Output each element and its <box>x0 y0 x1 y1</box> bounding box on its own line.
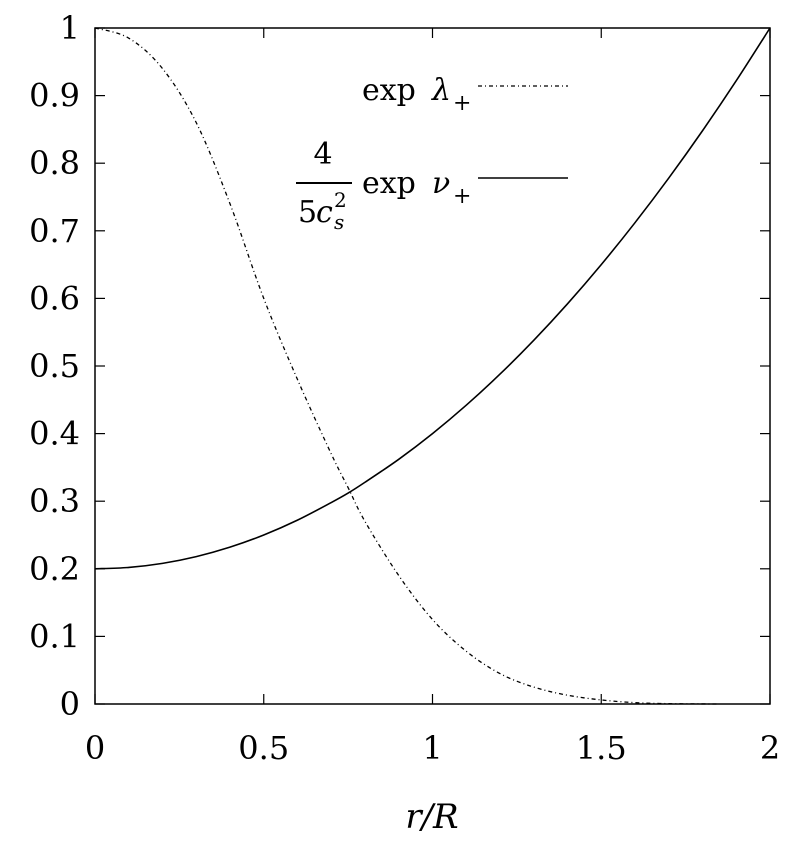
x-tick-label: 0 <box>85 729 105 767</box>
series-line-nu_entry <box>94 27 771 570</box>
y-tick-label: 0.7 <box>29 212 80 250</box>
x-tick-label: 1.5 <box>576 729 627 767</box>
legend-nu-prefix: exp <box>362 166 416 201</box>
plot-frame <box>94 27 771 705</box>
x-tick-label: 2 <box>760 729 780 767</box>
y-tick-label: 0 <box>60 685 80 723</box>
y-tick-label: 0.6 <box>29 279 80 317</box>
x-tick-label: 0.5 <box>238 729 289 767</box>
y-tick-label: 0.4 <box>29 415 80 453</box>
legend-lambda-subscript: + <box>453 91 471 116</box>
y-tick-label: 0.2 <box>29 550 80 588</box>
legend-nu-denominator-sup: 2 <box>334 188 347 212</box>
legend-entry-lambda: exp λ + <box>362 73 568 116</box>
axis-tick-labels: 0 0.5 1 1.5 2 0 0.1 0.2 0.3 0.4 0.5 0.6 0.7 0.8 0.9 1 <box>29 9 780 767</box>
legend-nu-numerator: 4 <box>313 137 332 172</box>
legend-nu-denominator-coef: 5 <box>298 195 317 230</box>
axis-ticks <box>94 27 771 705</box>
legend-lambda-prefix: exp <box>362 73 416 108</box>
legend-nu-subscript: + <box>453 184 471 209</box>
y-tick-label: 0.1 <box>29 617 80 655</box>
y-tick-label: 0.3 <box>29 482 80 520</box>
legend-nu-denominator-var: c <box>316 195 333 230</box>
legend-nu-symbol: ν <box>432 166 450 201</box>
x-tick-label: 1 <box>422 729 442 767</box>
series-line-lambda_entry <box>94 27 720 705</box>
legend-nu-denominator-sub: s <box>334 210 344 234</box>
y-tick-label: 1 <box>60 9 80 47</box>
legend-entry-nu: 4 5 c 2 s exp ν + <box>296 137 568 234</box>
x-axis-label: r/R <box>405 797 458 837</box>
data-series <box>94 27 771 705</box>
y-tick-label: 0.8 <box>29 144 80 182</box>
y-tick-label: 0.5 <box>29 347 80 385</box>
y-tick-label: 0.9 <box>29 77 80 115</box>
legend-lambda-symbol: λ <box>431 73 451 108</box>
